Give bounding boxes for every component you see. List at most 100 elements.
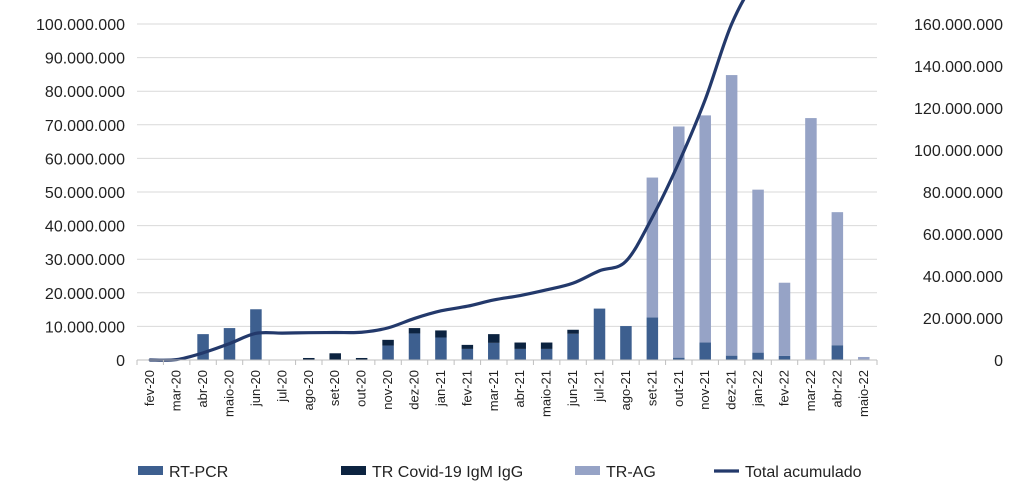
y-left-tick-label: 90.000.000 [45,51,125,68]
bar-segment [646,317,659,360]
x-tick-label: mar-20 [169,370,184,411]
legend-swatch [138,466,163,475]
x-tick-label: ago-21 [618,370,633,410]
legend-label: TR Covid-19 IgM IgG [372,464,523,481]
y-right-tick-label: 80.000.000 [923,185,1003,202]
x-tick-label: jul-21 [592,370,607,403]
y-left-tick-label: 40.000.000 [45,219,125,236]
bar-segment [831,345,844,360]
y-left-tick-label: 20.000.000 [45,286,125,303]
bar-segment [593,308,606,360]
x-tick-label: jul-20 [274,370,289,403]
x-tick-label: dez-20 [407,370,422,410]
x-tick-label: dez-21 [724,370,739,410]
y-right-tick-label: 120.000.000 [914,101,1003,118]
legend: RT-PCR TR Covid-19 IgM IgG TR-AG Total acum… [138,464,862,481]
bar-segment [461,348,474,360]
x-tick-label: out-21 [671,370,686,407]
x-tick-label: nov-21 [697,370,712,410]
bar-segment [435,330,447,338]
x-tick-label: mar-21 [486,370,501,411]
legend-label: RT-PCR [169,464,228,481]
legend-label: TR-AG [606,464,656,481]
bar-segment [778,282,791,356]
bar-segment [752,352,764,360]
bar-segment [699,342,711,360]
bar-segment [673,357,685,360]
total-line [148,0,746,362]
x-tick-label: maio-22 [856,370,871,417]
y-axis-left-ticks: 0 10.000.000 20.000.000 30.000.000 40.000.00… [36,17,125,370]
legend-label: Total acumulado [745,464,862,481]
bar-segment [831,212,844,346]
y-right-tick-label: 100.000.000 [914,143,1003,160]
y-right-tick-label: 20.000.000 [923,311,1003,328]
bar-segment [725,75,738,356]
bars [197,75,870,360]
bar-segment [699,115,711,343]
bar-segment [435,337,447,360]
y-left-tick-label: 70.000.000 [45,118,125,135]
bar-segment [514,348,526,360]
bar-segment [408,333,421,360]
x-tick-label: abr-20 [195,370,210,408]
x-tick-label: maio-21 [539,370,554,417]
bar-segment [646,177,659,318]
x-tick-label: set-20 [327,370,342,406]
x-tick-label: nov-20 [380,370,395,410]
y-right-tick-label: 40.000.000 [923,269,1003,286]
x-tick-label: fev-22 [777,370,792,406]
bar-segment [567,329,579,334]
legend-swatch [575,466,600,475]
y-right-tick-label: 60.000.000 [923,227,1003,244]
x-tick-label: out-20 [354,370,369,407]
y-right-tick-label: 140.000.000 [914,59,1003,76]
bar-segment [805,118,817,360]
bar-segment [620,326,632,360]
axes [136,359,878,365]
x-tick-label: set-21 [644,370,659,406]
y-left-tick-label: 10.000.000 [45,319,125,336]
x-tick-label: abr-21 [512,370,527,408]
bar-segment [329,353,341,360]
x-tick-label: fev-21 [459,370,474,406]
line-series-total-acumulado [148,0,746,362]
y-axis-right-ticks: 0 20.000.000 40.000.000 60.000.000 80.000.00… [914,17,1003,370]
bar-segment [382,345,394,360]
legend-swatch [341,466,366,475]
bar-segment [382,339,394,346]
bar-segment [303,357,315,360]
bar-segment [778,355,791,360]
y-left-tick-label: 60.000.000 [45,151,125,168]
bar-segment [858,356,870,360]
x-tick-label: fev-20 [142,370,157,406]
x-tick-label: ago-20 [301,370,316,410]
bar-segment [197,334,209,360]
bar-segment [673,126,685,358]
bar-segment [752,189,764,353]
x-tick-label: abr-22 [829,370,844,408]
x-tick-label: mar-22 [803,370,818,411]
y-right-tick-label: 0 [994,353,1003,370]
x-tick-label: jan-21 [433,370,448,407]
bar-segment [488,334,500,343]
x-tick-label: maio-20 [222,370,237,417]
y-left-tick-label: 80.000.000 [45,84,125,101]
bar-segment [514,342,526,349]
bar-segment [461,344,474,349]
y-left-tick-label: 0 [116,353,125,370]
y-left-tick-label: 100.000.000 [36,17,125,34]
bar-segment [725,355,738,360]
y-left-tick-label: 30.000.000 [45,252,125,269]
bar-segment [488,342,500,360]
x-tick-label: jun-21 [565,370,580,407]
x-tick-label: jan-22 [750,370,765,407]
bar-segment [540,342,553,349]
x-axis-ticks: fev-20 mar-20 abr-20 maio-20 jun-20 jul-20 ago… [142,370,871,417]
bar-segment [408,328,421,334]
gridlines [137,23,877,327]
bar-segment [567,333,579,360]
bar-segment [540,348,553,360]
bar-segment [355,357,368,360]
